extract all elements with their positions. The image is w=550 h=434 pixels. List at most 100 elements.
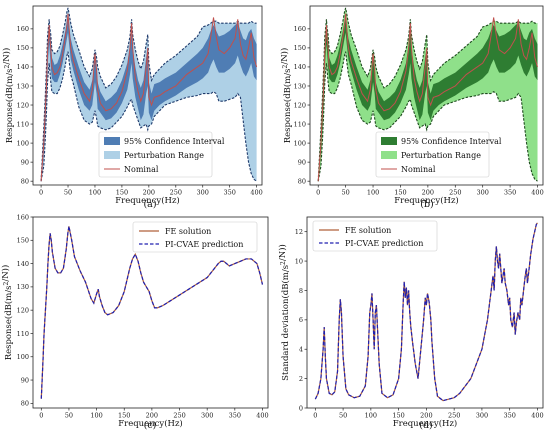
x-tick-label: 400 <box>531 189 543 197</box>
legend: FE solution PI-CVAE prediction <box>312 220 438 252</box>
y-tick-label: 4 <box>299 346 303 354</box>
y-tick-label: 90 <box>21 158 29 166</box>
x-tick-label: 150 <box>118 412 130 420</box>
plot-frame <box>32 216 269 409</box>
x-axis-label: Frequency(Hz) <box>115 195 180 206</box>
y-tick-label: 12 <box>295 228 303 236</box>
x-tick-label: 100 <box>90 412 102 420</box>
y-tick-label: 120 <box>17 101 29 109</box>
legend-entry: FE solution <box>345 226 391 235</box>
plot-frame <box>309 5 544 186</box>
legend: 95% Confidence Interval Perturbation Rang… <box>375 131 502 178</box>
x-tick-label: 150 <box>392 412 404 420</box>
y-tick-label: 140 <box>17 260 29 268</box>
pi-cvae-prediction-line <box>40 226 264 399</box>
y-tick-label: 110 <box>17 120 29 128</box>
plot-frame <box>306 216 544 409</box>
range-upper-boundary <box>40 7 257 182</box>
x-tick-label: 300 <box>201 412 213 420</box>
x-tick-label: 50 <box>65 412 73 420</box>
range-lower-boundary <box>40 51 257 182</box>
plot-area <box>314 222 538 402</box>
x-tick-label: 200 <box>146 412 158 420</box>
range-upper-boundary <box>317 7 538 182</box>
y-tick-label: 150 <box>294 44 306 52</box>
legend-box <box>312 220 438 252</box>
x-tick-label: 100 <box>367 189 379 197</box>
y-tick-label: 90 <box>21 376 29 384</box>
y-tick-label: 80 <box>21 177 29 185</box>
legend-entry: 95% Confidence Interval <box>124 137 225 146</box>
x-tick-label: 250 <box>173 412 185 420</box>
legend-entry: Nominal <box>401 165 436 174</box>
x-tick-label: 0 <box>39 189 43 197</box>
x-tick-label: 350 <box>503 412 515 420</box>
x-tick-label: 200 <box>143 189 155 197</box>
x-tick-label: 150 <box>116 189 128 197</box>
y-tick-label: 110 <box>17 330 29 338</box>
y-tick-label: 140 <box>294 63 306 71</box>
y-tick-label: 140 <box>17 63 29 71</box>
x-tick-label: 400 <box>250 189 262 197</box>
y-tick-label: 80 <box>298 177 306 185</box>
y-tick-label: 120 <box>17 306 29 314</box>
panel-label: (b) <box>420 199 434 210</box>
chart-panel-2: 0 50 100 150 200 250 300 350 400 80 90 100 110 120 130… <box>279 5 544 210</box>
x-tick-label: 350 <box>223 189 235 197</box>
x-tick-label: 300 <box>476 189 488 197</box>
panel-label: (a) <box>143 199 156 210</box>
legend-entry: Perturbation Range <box>124 151 204 160</box>
y-axis-label: Standard deviation(dB(m/s2/N)) <box>277 244 291 381</box>
x-tick-label: 0 <box>39 412 43 420</box>
x-tick-label: 400 <box>256 412 268 420</box>
legend-entry: Nominal <box>124 165 159 174</box>
y-tick-label: 150 <box>17 237 29 245</box>
x-tick-label: 200 <box>422 189 434 197</box>
x-axis-label: Frequency(Hz) <box>393 418 458 429</box>
chart-panel-4: 0 50 100 150 200 250 300 350 400 0 2 4 6 8 10 12 Frequen… <box>277 216 544 431</box>
legend-swatch-range <box>381 151 397 159</box>
x-tick-label: 250 <box>170 189 182 197</box>
y-tick-label: 100 <box>17 139 29 147</box>
range-lower-boundary <box>317 51 538 182</box>
legend-entry: PI-CVAE prediction <box>345 239 423 248</box>
y-tick-label: 160 <box>17 213 29 221</box>
y-tick-label: 160 <box>294 25 306 33</box>
legend-swatch-ci <box>381 137 397 145</box>
y-tick-label: 2 <box>299 375 303 383</box>
x-tick-label: 250 <box>449 189 461 197</box>
y-tick-label: 130 <box>294 82 306 90</box>
panel-label: (c) <box>144 420 157 431</box>
chart-panel-1: 0 50 100 150 200 250 300 350 400 80 90 100 110 120 130… <box>1 5 263 210</box>
nominal-line <box>317 13 539 182</box>
pi-cvae-prediction-line <box>314 222 538 402</box>
plot-area <box>40 226 264 399</box>
x-tick-label: 100 <box>365 412 377 420</box>
y-axis-label: Response(dB(m/s2/N)) <box>1 48 15 144</box>
x-tick-label: 150 <box>394 189 406 197</box>
y-tick-label: 6 <box>299 316 303 324</box>
y-tick-label: 90 <box>298 158 306 166</box>
x-tick-label: 350 <box>504 189 516 197</box>
x-tick-label: 100 <box>89 189 101 197</box>
legend-entry: Perturbation Range <box>401 151 481 160</box>
y-tick-label: 160 <box>17 25 29 33</box>
y-tick-label: 130 <box>17 283 29 291</box>
legend-swatch-ci <box>104 137 120 145</box>
legend-box <box>132 221 258 253</box>
y-tick-label: 120 <box>294 101 306 109</box>
y-tick-label: 0 <box>299 404 303 412</box>
x-tick-label: 50 <box>64 189 72 197</box>
nominal-line <box>40 13 258 182</box>
y-tick-label: 10 <box>295 257 303 265</box>
x-axis-label: Frequency(Hz) <box>394 195 459 206</box>
y-tick-label: 150 <box>17 44 29 52</box>
legend-entry: PI-CVAE prediction <box>165 240 243 249</box>
y-tick-label: 100 <box>294 139 306 147</box>
x-tick-label: 200 <box>420 412 432 420</box>
chart-panel-3: 0 50 100 150 200 250 300 350 400 80 90 100 110 120 130… <box>0 213 269 431</box>
legend-swatch-range <box>104 151 120 159</box>
legend: 95% Confidence Interval Perturbation Rang… <box>98 131 225 178</box>
x-tick-label: 50 <box>341 189 349 197</box>
